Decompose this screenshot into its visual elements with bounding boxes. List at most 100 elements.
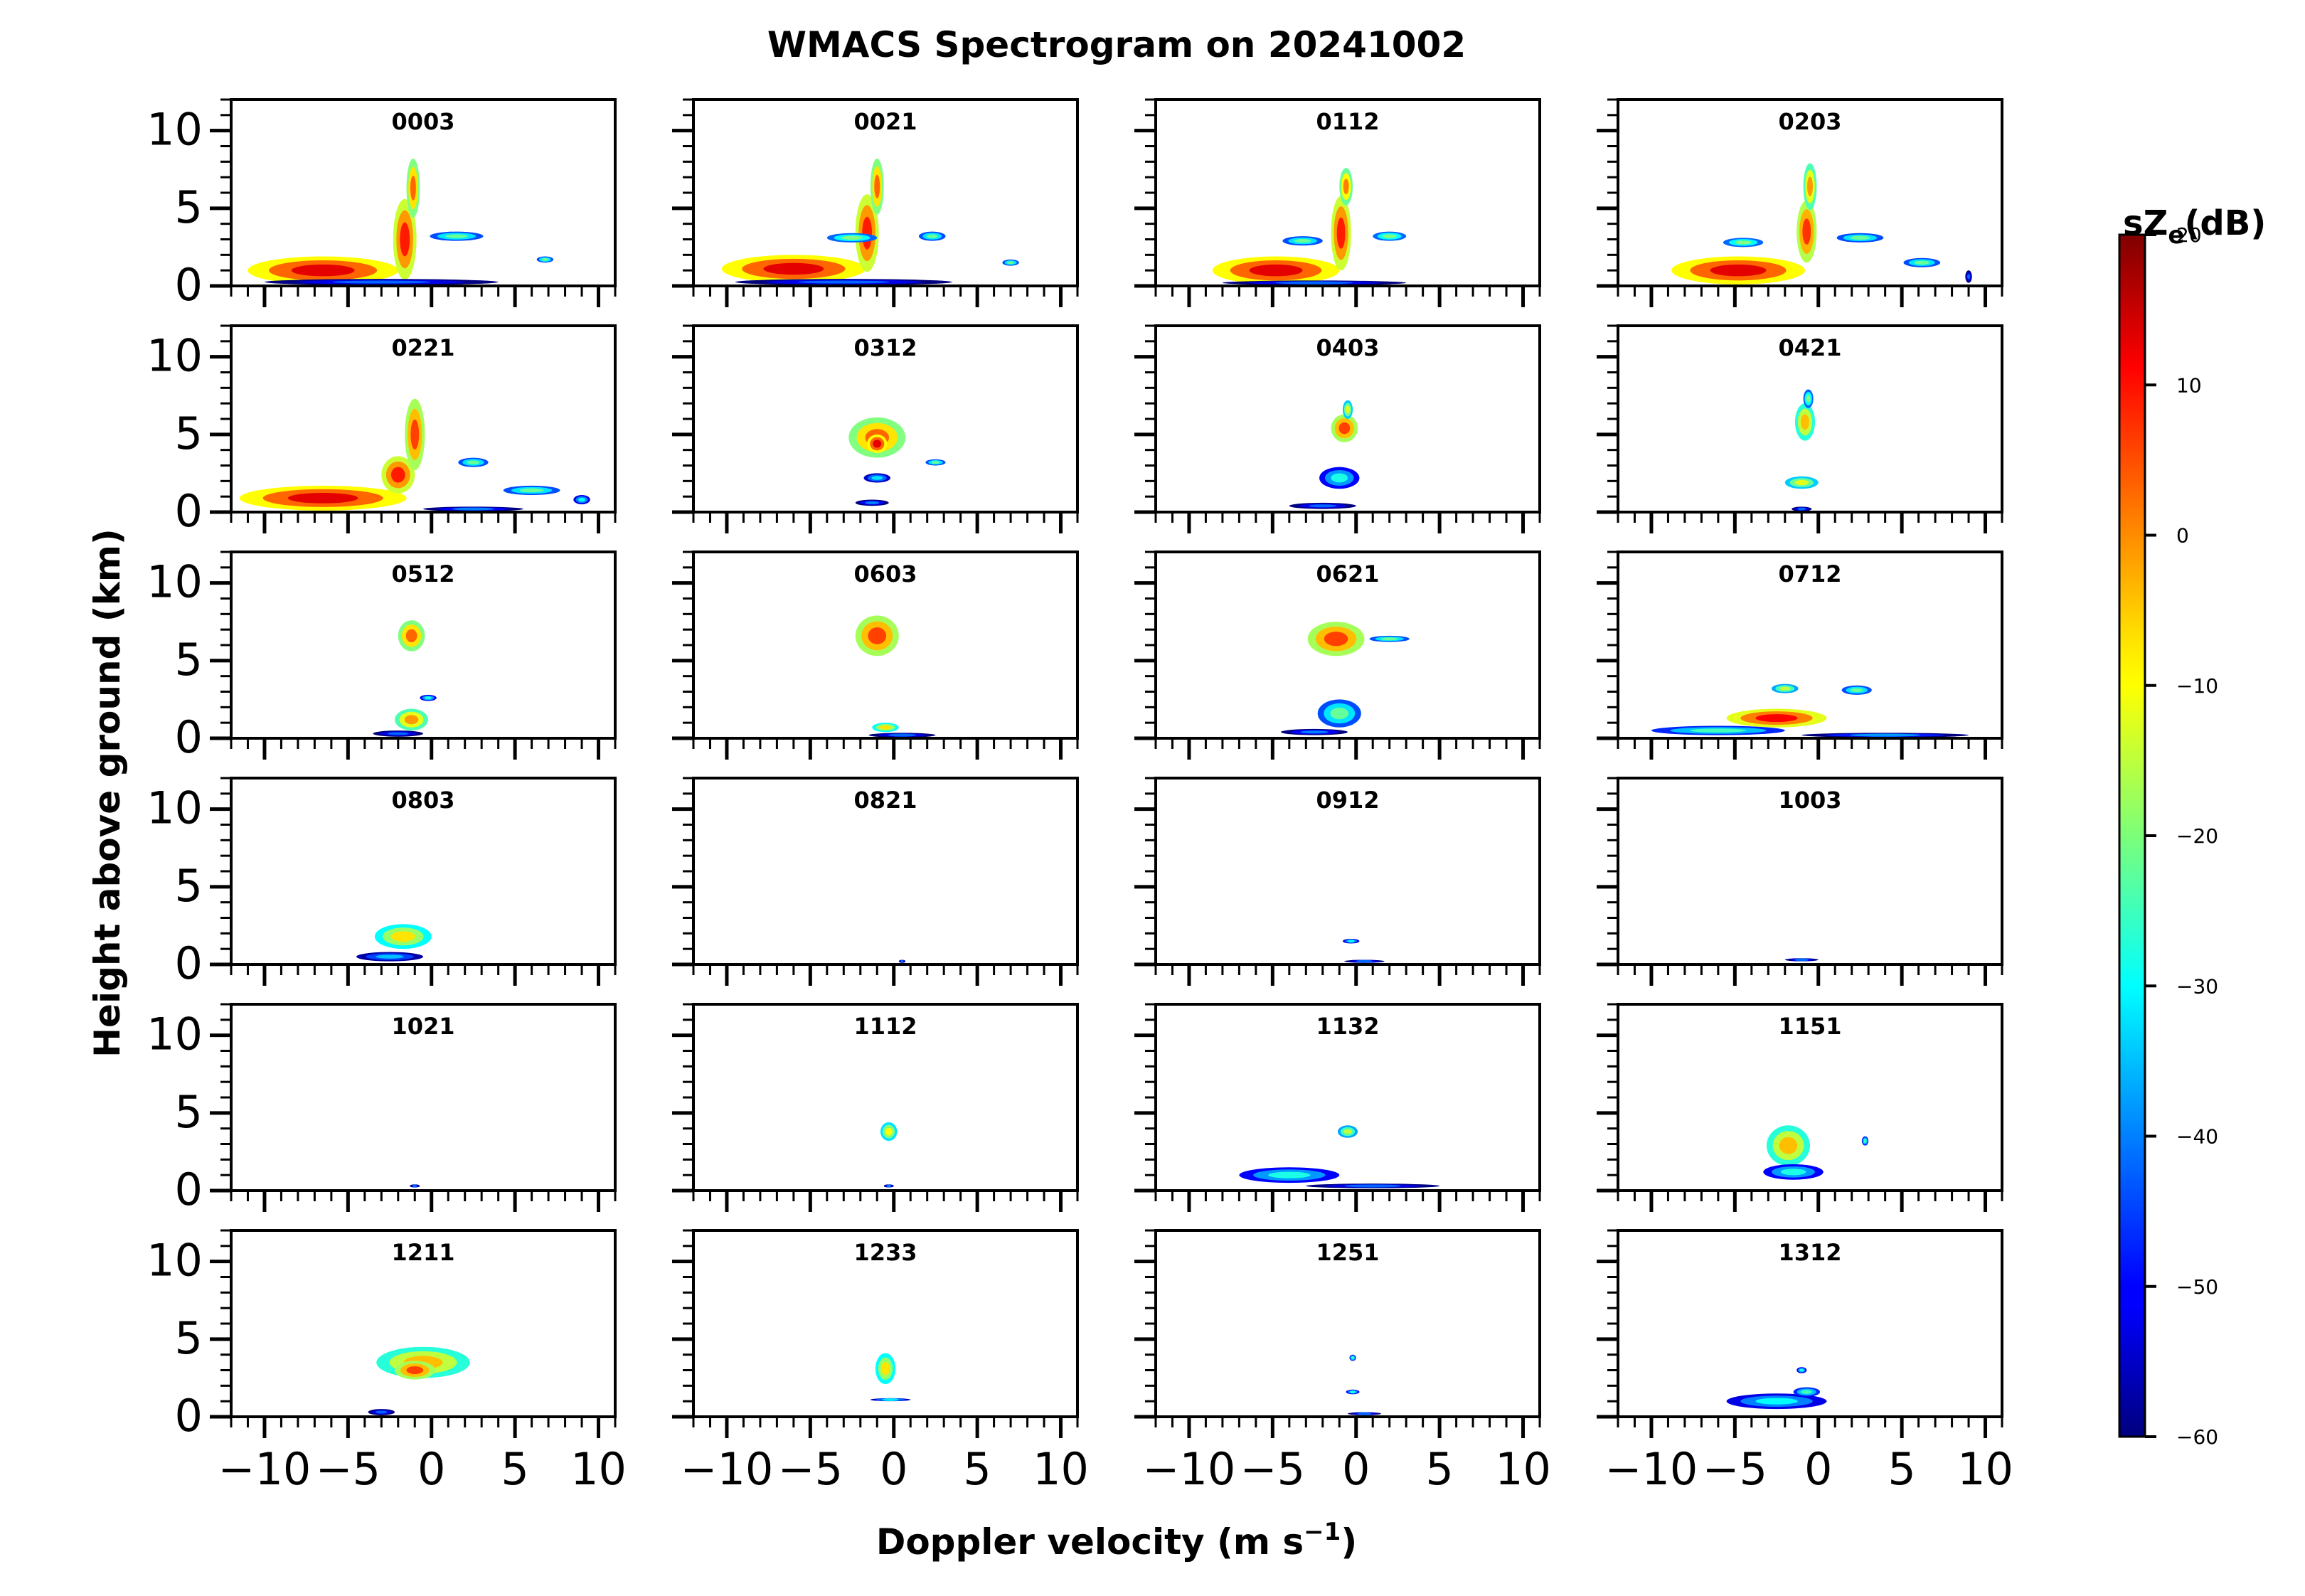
spectral-echo <box>1336 217 1346 249</box>
panel-0712: 0712 <box>1597 550 2003 760</box>
spectral-echo <box>881 1362 890 1376</box>
panel-spectra <box>1726 1367 1827 1410</box>
panel-1312: 1312 −10 −5 0 5 10 <box>1597 1229 2013 1495</box>
spectral-echo <box>578 497 585 502</box>
y-tick-label: 0 <box>175 1164 203 1215</box>
x-tick-label: −5 <box>778 1443 843 1495</box>
spectral-echo <box>865 501 880 504</box>
panel-time-label: 0021 <box>853 108 917 135</box>
panel-spectra <box>721 158 1019 285</box>
spectral-echo <box>452 507 495 511</box>
spectral-echo <box>1275 281 1353 284</box>
spectral-echo <box>798 280 890 284</box>
spectral-echo <box>404 715 419 725</box>
x-axis-label: Doppler velocity (m s−1) <box>876 1518 1357 1563</box>
y-tick-label: 0 <box>175 1390 203 1442</box>
spectral-echo <box>882 1398 899 1401</box>
x-tick-label: 10 <box>1957 1443 2013 1495</box>
x-tick-label: 5 <box>501 1443 528 1495</box>
x-tick-label: 10 <box>570 1443 627 1495</box>
spectral-echo <box>400 222 410 257</box>
spectral-echo <box>291 264 355 277</box>
panel-background <box>693 100 1077 286</box>
spectral-echo <box>406 1366 424 1375</box>
spectral-echo <box>1850 733 1920 737</box>
spectral-echo <box>387 732 409 735</box>
y-tick-label: 0 <box>175 711 203 763</box>
spectral-echo <box>1324 632 1348 647</box>
panel-0112: 0112 <box>1134 98 1541 307</box>
spectral-echo <box>1249 264 1303 277</box>
panel-background <box>1156 778 1540 964</box>
x-axis-label-superscript: −1 <box>1304 1518 1341 1546</box>
panel-background <box>231 1230 615 1417</box>
colorbar-label-main: sZ <box>2123 203 2168 243</box>
spectral-echo <box>926 234 938 238</box>
panel-spectra <box>870 1353 911 1402</box>
panel-0821: 0821 <box>672 777 1079 986</box>
panel-time-label: 1112 <box>853 1013 917 1040</box>
panel-0421: 0421 <box>1597 324 2003 533</box>
spectral-echo <box>390 467 405 483</box>
spectral-echo <box>1794 479 1809 486</box>
panel-time-label: 0221 <box>391 334 454 361</box>
panel-1112: 1112 <box>672 1003 1079 1212</box>
spectral-echo <box>763 262 824 275</box>
colorbar-gradient <box>2118 233 2146 1438</box>
colorbar-tick-label: −60 <box>2176 1425 2218 1449</box>
panel-spectra <box>247 158 554 285</box>
y-tick-label: 0 <box>175 485 203 537</box>
spectral-echo <box>1755 714 1798 723</box>
chart-title: WMACS Spectrogram on 20241002 <box>767 24 1466 65</box>
spectral-echo <box>1801 1390 1813 1394</box>
spectral-echo <box>519 488 544 493</box>
panel-0512: 0512 0 5 10 <box>147 550 617 763</box>
panel-time-label: 0603 <box>853 560 917 587</box>
spectral-echo <box>1382 234 1397 238</box>
x-tick-label: −10 <box>218 1443 312 1495</box>
panel-time-label: 1151 <box>1778 1013 1841 1040</box>
x-tick-label: −10 <box>1605 1443 1698 1495</box>
panel-spectra <box>855 615 936 738</box>
spectral-echo <box>445 234 468 238</box>
y-tick-label: 0 <box>175 937 203 989</box>
colorbar-label: sZe(dB) <box>2123 203 2266 250</box>
panel-spectra <box>1763 1125 1869 1180</box>
spectral-echo <box>1779 1137 1798 1154</box>
panel-time-label: 0821 <box>853 787 917 814</box>
panel-spectra <box>1281 622 1410 735</box>
panel-0312: 0312 <box>672 324 1079 533</box>
panel-grid: 0003 0 5 10 0021 0112 0203 0221 0 5 10 0312 0403 0421… <box>147 98 2013 1495</box>
x-tick-label: 0 <box>417 1443 445 1495</box>
spectral-echo <box>931 461 940 464</box>
panel-spectra <box>239 398 590 511</box>
panel-spectra <box>356 924 432 962</box>
spectral-echo <box>1309 504 1337 508</box>
spectral-echo <box>1346 405 1350 414</box>
panel-spectra <box>1784 389 1819 511</box>
x-tick-label: 0 <box>1342 1443 1370 1495</box>
panel-spectra <box>1289 400 1360 509</box>
spectral-echo <box>1357 1412 1372 1415</box>
spectral-echo <box>391 931 415 942</box>
panel-spectra <box>373 620 437 737</box>
panel-time-label: 1312 <box>1778 1239 1841 1266</box>
panel-spectra <box>880 1122 898 1188</box>
spectral-echo <box>1806 395 1811 403</box>
colorbar-label-unit: (dB) <box>2184 203 2266 243</box>
panel-time-label: 0912 <box>1316 787 1379 814</box>
y-tick-label: 5 <box>175 860 203 912</box>
panel-0803: 0803 0 5 10 <box>147 777 617 989</box>
panel-background <box>231 552 615 738</box>
panel-1233: 1233 −10 −5 0 5 10 <box>672 1229 1089 1495</box>
panel-background <box>231 1004 615 1191</box>
spectral-echo <box>871 476 883 480</box>
panel-time-label: 0003 <box>391 108 454 135</box>
panel-0403: 0403 <box>1134 324 1541 533</box>
panel-1211: 1211 0 5 10 −10 −5 0 5 10 <box>147 1229 627 1495</box>
panel-spectra <box>1212 168 1407 285</box>
panel-time-label: 0421 <box>1778 334 1841 361</box>
spectral-echo <box>1294 238 1311 243</box>
spectral-echo <box>862 216 873 250</box>
spectral-echo <box>1300 730 1329 734</box>
